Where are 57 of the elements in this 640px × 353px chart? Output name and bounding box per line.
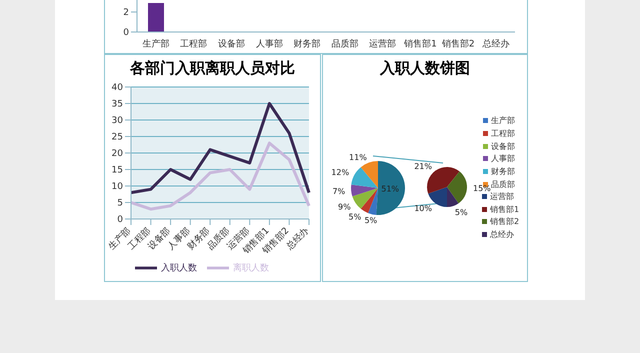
pie-slice [352,188,378,209]
data-label: 51% [381,184,400,194]
y-tick-label: 30 [112,116,124,126]
x-tick-label: 总经办 [482,38,510,50]
x-tick-label: 销售部2 [440,38,475,50]
legend-label: 入职人数 [161,263,197,274]
line-series [130,142,310,211]
x-tick-label: 运营部 [369,38,396,50]
data-label: 15% [472,184,492,193]
pie-slice [376,161,405,215]
x-tick-label: 生产部 [142,38,170,50]
legend-label: 品质部 [491,180,515,189]
pie-slice [360,188,378,214]
legend-label: 生产部 [490,115,515,127]
data-label: 5% [364,216,378,226]
y-tick-label: 15 [112,166,123,176]
legend-label: 销售部2 [489,216,520,228]
data-label: 7% [332,187,346,196]
y-tick-label: 35 [112,100,123,110]
pie-slice [351,167,378,188]
pie-slice [447,187,459,207]
data-label: 11% [349,152,368,162]
legend-label: 财务部 [490,166,515,178]
x-tick-label: 品质部 [331,38,358,50]
pie-slice [351,184,378,196]
x-tick-label: 销售部1 [403,38,437,50]
data-label: 5% [348,212,362,222]
chart-title: 入职人数饼图 [378,59,471,79]
legend-label: 销售部1 [489,204,520,216]
y-tick-label: 0 [117,215,124,226]
legend-label: 人事部 [490,153,515,166]
y-tick-label: 40 [112,83,124,94]
x-tick-label: 财务部 [294,38,321,50]
y-tick-label: 20 [112,149,124,160]
data-label: 5% [454,208,468,217]
x-tick-label: 人事部 [256,38,283,50]
legend-label: 工程部 [490,128,515,140]
chart-title: 各部门入职离职人员对比 [129,59,296,79]
pie-slice [428,187,447,207]
legend-label: 设备部 [490,140,515,153]
pie-slice [447,171,467,204]
y-tick-label: 10 [112,182,124,192]
pie-slice [368,188,378,215]
x-tick-label: 设备部 [218,38,245,50]
y-tick-label: 2 [123,8,129,18]
data-label: 21% [414,162,432,171]
data-label: 9% [338,202,352,212]
y-tick-label: 5 [117,198,123,209]
y-tick-label: 0 [123,28,130,38]
line-series [130,102,310,194]
data-label: 12% [331,168,350,178]
data-label: 10% [414,204,432,214]
y-tick-label: 25 [112,132,123,143]
legend-label: 离职人数 [233,263,269,274]
legend-label: 运营部 [489,192,515,203]
x-tick-label: 工程部 [180,38,208,50]
pie-slice [360,161,378,188]
